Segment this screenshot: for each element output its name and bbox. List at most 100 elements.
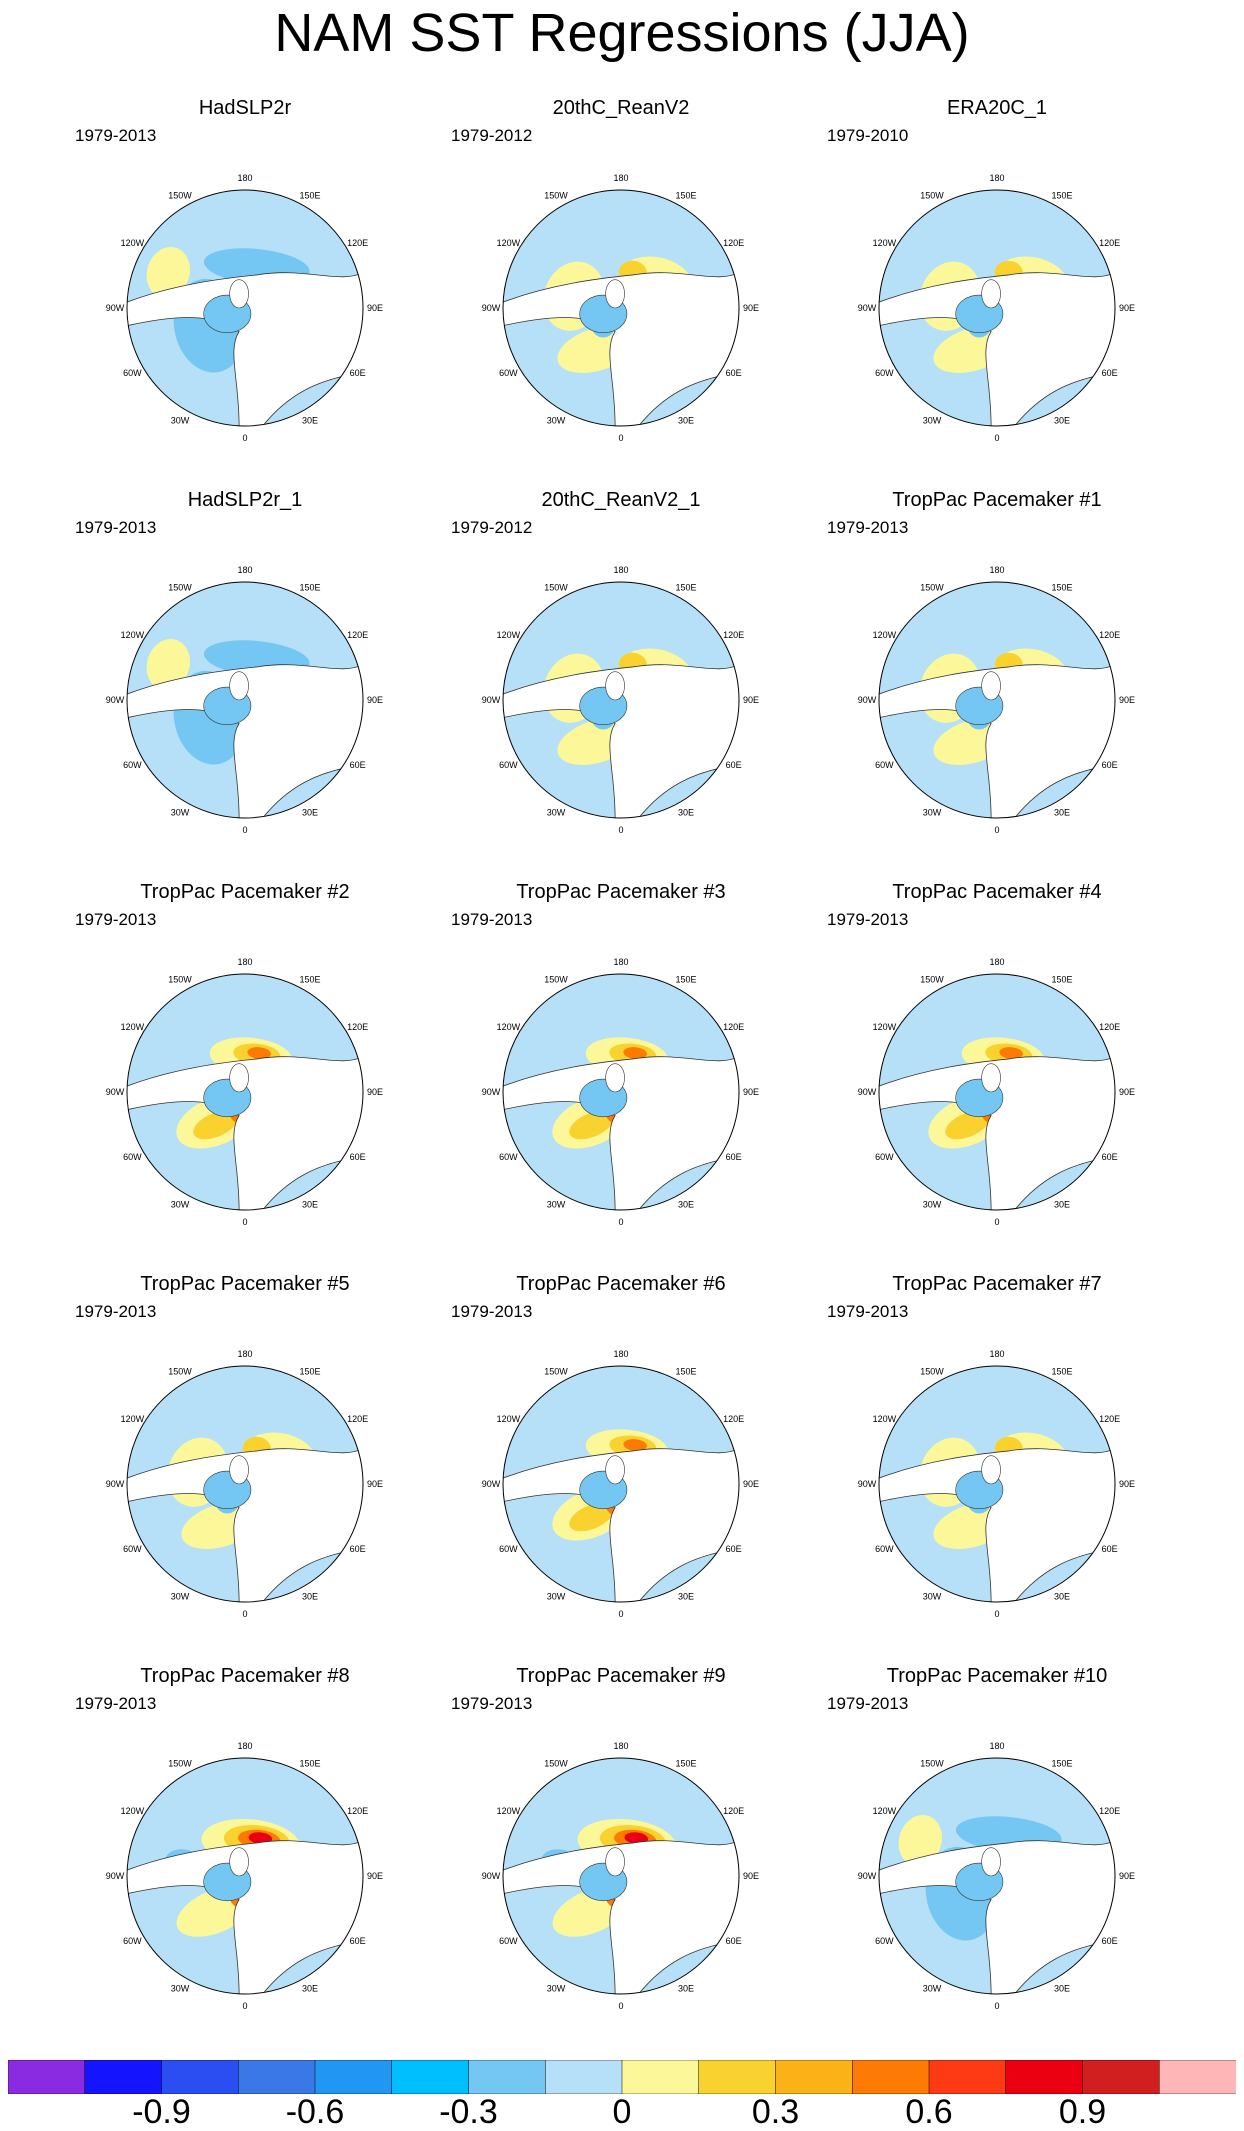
island	[981, 1455, 1001, 1485]
longitude-label: 0	[242, 1609, 247, 1619]
longitude-label: 30E	[678, 1200, 694, 1210]
longitude-label: 0	[618, 1217, 623, 1227]
longitude-label: 90W	[858, 1479, 877, 1489]
panel-years: 1979-2010	[827, 126, 909, 145]
colorbar-tick-label: 0.3	[751, 2093, 800, 2131]
map-panel: TropPac Pacemaker #8 1979-2013 180 150E 120E…	[45, 1664, 445, 2054]
longitude-label: 120E	[347, 1022, 368, 1032]
longitude-label: 150E	[1051, 1758, 1072, 1768]
colorbar-swatch	[545, 2060, 623, 2094]
panel-title: HadSLP2r	[198, 97, 292, 119]
longitude-label: 60W	[875, 760, 894, 770]
panel-grid: HadSLP2r 1979-2013 180 150E 120E 90E 60E 30E 0 30…	[45, 96, 1135, 2054]
island	[981, 1063, 1001, 1093]
longitude-label: 180	[237, 957, 252, 967]
map-panel: TropPac Pacemaker #2 1979-2013 180 150E 120E…	[45, 880, 445, 1270]
longitude-label: 0	[994, 1217, 999, 1227]
longitude-label: 120E	[723, 1806, 744, 1816]
longitude-label: 30W	[923, 416, 942, 426]
longitude-label: 60W	[123, 368, 142, 378]
colorbar-swatch	[84, 2060, 163, 2094]
longitude-label: 120E	[347, 630, 368, 640]
longitude-label: 30E	[302, 808, 318, 818]
polar-map: 180 150E 120E 90E 60E 30E 0 30W 60W 90W 120W 150W	[482, 173, 759, 443]
longitude-label: 30W	[547, 1984, 566, 1994]
longitude-label: 90W	[858, 1871, 877, 1881]
longitude-label: 30E	[678, 1592, 694, 1602]
longitude-label: 150E	[1051, 582, 1072, 592]
polar-map: 180 150E 120E 90E 60E 30E 0 30W 60W 90W 120W 150W	[106, 1349, 383, 1619]
colorbar-swatch	[775, 2060, 853, 2094]
longitude-label: 120E	[723, 1022, 744, 1032]
longitude-label: 90W	[106, 1871, 125, 1881]
colorbar-tick-label: -0.3	[439, 2093, 498, 2131]
map-panel: 20thC_ReanV2 1979-2012 180 150E 120E 90E 60E 30…	[421, 96, 821, 486]
polar-map: 180 150E 120E 90E 60E 30E 0 30W 60W 90W 120W 150W	[858, 1741, 1135, 2011]
longitude-label: 0	[994, 433, 999, 443]
polar-map: 180 150E 120E 90E 60E 30E 0 30W 60W 90W 120W 150W	[482, 957, 759, 1227]
longitude-label: 90W	[858, 695, 877, 705]
colorbar-labels: -0.9 -0.6 -0.3 0 0.3 0.6 0.9	[0, 2094, 1244, 2131]
map-boundary	[126, 581, 364, 819]
longitude-label: 90E	[1119, 303, 1135, 313]
longitude-label: 0	[242, 433, 247, 443]
longitude-label: 30E	[1054, 1592, 1070, 1602]
longitude-label: 150E	[675, 190, 696, 200]
longitude-label: 120W	[873, 238, 897, 248]
longitude-label: 0	[242, 1217, 247, 1227]
panel-title: TropPac Pacemaker #8	[140, 1665, 350, 1687]
longitude-label: 120E	[723, 1414, 744, 1424]
longitude-label: 30W	[547, 416, 566, 426]
colorbar-swatch	[391, 2060, 470, 2094]
longitude-label: 150E	[675, 974, 696, 984]
anomaly-blob	[569, 1502, 614, 1532]
colorbar-tick-label: 0	[612, 2093, 632, 2131]
longitude-label: 120W	[873, 1806, 897, 1816]
panel-years: 1979-2013	[451, 1694, 533, 1713]
colorbar-tick-label: -0.9	[132, 2093, 191, 2131]
longitude-label: 90E	[367, 695, 383, 705]
longitude-label: 60E	[350, 1152, 366, 1162]
longitude-label: 120E	[1099, 238, 1120, 248]
anomaly-blob	[623, 1439, 647, 1452]
longitude-label: 120W	[873, 1414, 897, 1424]
longitude-label: 30E	[302, 1592, 318, 1602]
map-panel: TropPac Pacemaker #6 1979-2013 180 150E 120E…	[421, 1272, 821, 1662]
island	[229, 279, 249, 309]
map-boundary	[126, 973, 364, 1211]
panel-title: TropPac Pacemaker #3	[516, 881, 726, 903]
colorbar-swatch	[1005, 2060, 1084, 2094]
panel-years: 1979-2013	[75, 910, 157, 929]
longitude-label: 150W	[168, 190, 192, 200]
longitude-label: 180	[989, 1349, 1004, 1359]
polar-map: 180 150E 120E 90E 60E 30E 0 30W 60W 90W 120W 150W	[482, 1349, 759, 1619]
island	[605, 1063, 625, 1093]
longitude-label: 120E	[347, 1806, 368, 1816]
longitude-label: 60E	[350, 1936, 366, 1946]
island	[605, 1847, 625, 1877]
longitude-label: 60W	[499, 1936, 518, 1946]
longitude-label: 180	[237, 173, 252, 183]
longitude-label: 120W	[873, 1022, 897, 1032]
longitude-label: 90E	[743, 1871, 759, 1881]
longitude-label: 90E	[367, 303, 383, 313]
longitude-label: 60W	[875, 1152, 894, 1162]
longitude-label: 60E	[726, 1544, 742, 1554]
island	[605, 671, 625, 701]
anomaly-blob	[898, 1815, 942, 1867]
longitude-label: 120W	[121, 1806, 145, 1816]
longitude-label: 120W	[873, 630, 897, 640]
panel-years: 1979-2013	[75, 1694, 157, 1713]
longitude-label: 30E	[1054, 1200, 1070, 1210]
longitude-label: 150E	[675, 1758, 696, 1768]
longitude-label: 90E	[1119, 1087, 1135, 1097]
longitude-label: 60W	[499, 1152, 518, 1162]
longitude-label: 30W	[923, 1200, 942, 1210]
map-panel: HadSLP2r_1 1979-2013 180 150E 120E 90E 60E 30E 0…	[45, 488, 445, 878]
longitude-label: 180	[613, 1741, 628, 1751]
longitude-label: 150E	[1051, 974, 1072, 984]
longitude-label: 180	[989, 565, 1004, 575]
longitude-label: 0	[994, 1609, 999, 1619]
anomaly-blob	[146, 639, 190, 691]
longitude-label: 60W	[123, 1936, 142, 1946]
